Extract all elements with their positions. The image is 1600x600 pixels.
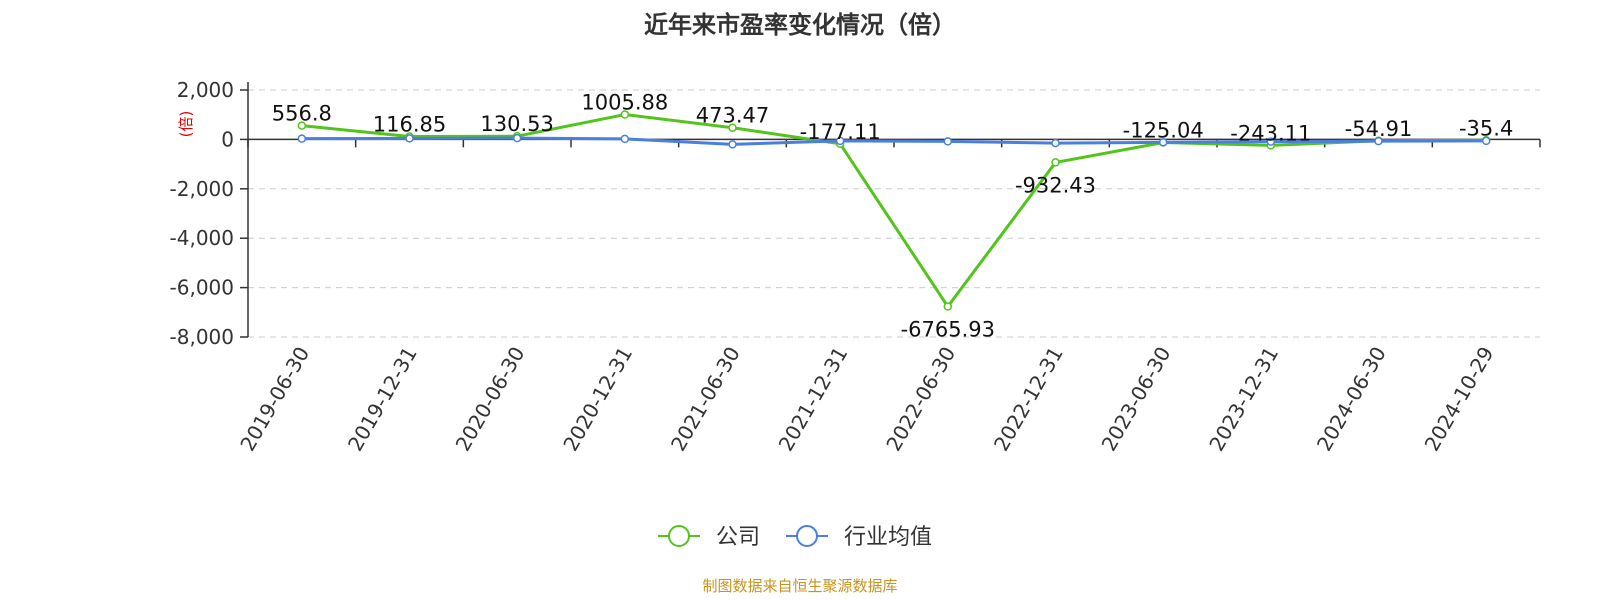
x-tick-label: 2022-12-31 — [989, 343, 1068, 456]
y-axis-ticks: 2,000 0 -2,000 -4,000 -6,000 -8,000 — [170, 78, 248, 349]
y-tick-label: 2,000 — [177, 78, 234, 102]
data-point[interactable] — [1481, 136, 1491, 146]
x-tick-label: 2024-06-30 — [1312, 343, 1391, 456]
data-label: -932.43 — [1015, 173, 1096, 197]
data-point[interactable] — [297, 121, 307, 130]
series-line-1 — [301, 136, 1487, 146]
data-point[interactable] — [620, 110, 630, 119]
data-label: -6765.93 — [901, 318, 995, 342]
y-axis-label: (倍) — [177, 111, 195, 138]
data-point[interactable] — [835, 136, 845, 146]
data-point[interactable] — [728, 123, 737, 132]
y-tick-label: -8,000 — [170, 325, 234, 349]
legend-company-marker — [668, 525, 690, 547]
legend-item-company[interactable]: 公司 — [658, 525, 760, 550]
data-label: -35.4 — [1459, 116, 1513, 140]
y-tick-label: -2,000 — [170, 177, 234, 201]
y-tick-label: 0 — [221, 127, 234, 151]
data-label: 116.85 — [373, 113, 446, 137]
legend-company-label: 公司 — [716, 525, 760, 550]
chart-title: 近年来市盈率变化情况（倍） — [644, 11, 956, 39]
data-point[interactable] — [1051, 158, 1060, 167]
data-label: -177.11 — [800, 120, 881, 144]
x-tick-label: 2023-06-30 — [1097, 343, 1176, 456]
series-group — [297, 110, 1491, 311]
data-point[interactable] — [1158, 138, 1168, 147]
data-point[interactable] — [1051, 138, 1060, 148]
legend: 公司 行业均值 — [658, 525, 932, 550]
x-tick-label: 2019-12-31 — [343, 343, 422, 456]
data-label: -125.04 — [1123, 118, 1204, 142]
x-tick-label: 2020-12-31 — [558, 343, 637, 456]
data-point[interactable] — [620, 134, 630, 144]
y-tick-label: -6,000 — [170, 276, 234, 300]
x-tick-label: 2020-06-30 — [451, 343, 530, 456]
data-labels: 556.8 116.85 130.53 1005.88 473.47 -177.11 -67… — [272, 91, 1514, 342]
x-tick-label: 2023-12-31 — [1204, 343, 1283, 456]
data-label: 1005.88 — [581, 91, 668, 115]
data-point[interactable] — [1374, 136, 1383, 146]
data-label: 473.47 — [696, 104, 769, 128]
source-note: 制图数据来自恒生聚源数据库 — [702, 577, 897, 595]
data-point[interactable] — [512, 133, 522, 143]
legend-industry-marker — [796, 525, 818, 547]
x-tick-label: 2019-06-30 — [235, 343, 314, 456]
series-line-0 — [301, 113, 1487, 309]
data-point[interactable] — [297, 134, 307, 143]
x-tick-label: 2021-12-31 — [774, 343, 853, 456]
y-tick-label: -4,000 — [170, 226, 234, 250]
data-point[interactable] — [943, 137, 953, 146]
data-point[interactable] — [943, 302, 953, 311]
data-label: 130.53 — [480, 112, 553, 136]
x-tick-label: 2021-06-30 — [666, 343, 745, 456]
x-axis-ticks: 2019-06-30 2019-12-31 2020-06-30 2020-12-31… — [235, 139, 1541, 456]
x-tick-label: 2024-10-29 — [1420, 343, 1499, 456]
data-point[interactable] — [728, 140, 737, 149]
data-label: -243.11 — [1230, 121, 1311, 145]
data-point[interactable] — [405, 134, 414, 143]
data-point[interactable] — [1266, 137, 1276, 146]
data-label: -54.91 — [1345, 117, 1413, 141]
legend-industry-label: 行业均值 — [844, 525, 932, 550]
x-tick-label: 2022-06-30 — [881, 342, 960, 455]
legend-item-industry[interactable]: 行业均值 — [786, 525, 932, 550]
data-label: 556.8 — [272, 102, 332, 126]
